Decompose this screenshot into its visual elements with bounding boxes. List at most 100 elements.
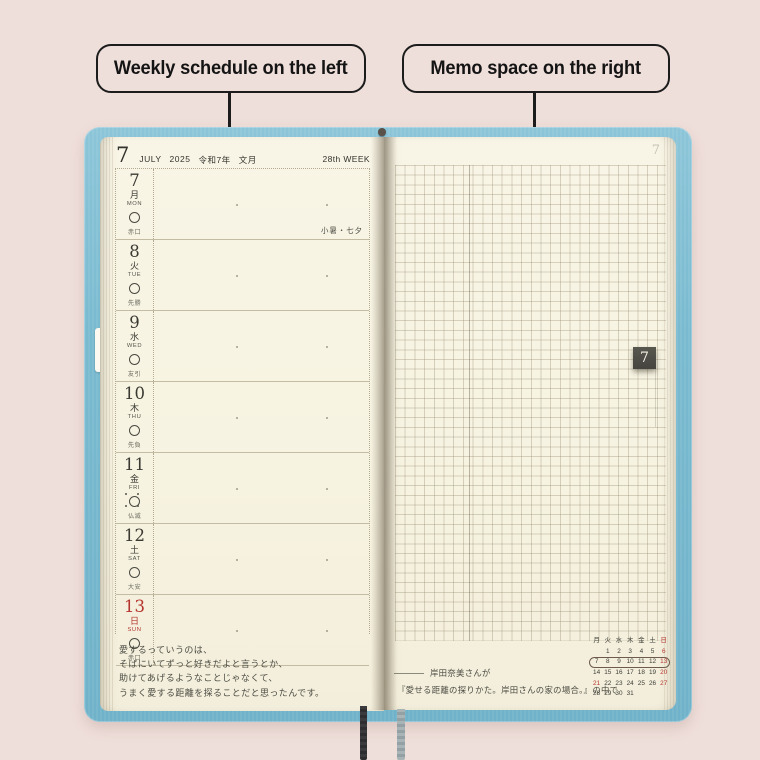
- day-writing-space: [154, 595, 369, 665]
- weekday-abbr: WED: [126, 343, 143, 349]
- calendar-date-cell: 27: [660, 679, 668, 687]
- date-cell: 11 金 FRI 仏滅: [116, 453, 154, 523]
- bookmark-anchor: [378, 128, 386, 136]
- weekday-kanji: 火: [129, 261, 139, 271]
- calendar-date-cell: 28: [593, 690, 601, 698]
- moon-phase-icon: [129, 283, 140, 294]
- calendar-date-cell: 8: [606, 658, 610, 666]
- day-writing-space: [154, 311, 369, 381]
- calendar-date-cell: 15: [604, 669, 612, 677]
- calendar-date-cell: 1: [606, 647, 610, 655]
- day-row: 9 水 WED 友引: [116, 311, 369, 382]
- calendar-date-cell: 20: [660, 669, 668, 677]
- date-cell: 9 水 WED 友引: [116, 311, 154, 381]
- calendar-date-cell: 21: [593, 679, 601, 687]
- rokuyo-label: 先負: [127, 442, 142, 449]
- day-writing-space: [154, 453, 369, 523]
- weekday-abbr: SAT: [128, 556, 141, 562]
- day-row: 8 火 TUE 先勝: [116, 240, 369, 311]
- calendar-weekday-header: 火: [604, 637, 611, 645]
- callout-memo-label: Memo space on the right: [430, 57, 642, 79]
- rokuyo-label: 友引: [127, 371, 142, 378]
- calendar-date-cell: 4: [639, 647, 644, 655]
- date-cell: 7 月 MON 赤口: [116, 169, 154, 239]
- left-page-weekly: 7 JULY 2025 令和7年 文月 28th WEEK 7 月 MON 赤口…: [100, 137, 384, 711]
- date-number: 8: [129, 242, 140, 261]
- weekday-kanji: 水: [129, 332, 139, 342]
- day-row: 7 月 MON 赤口 小暑・七夕: [116, 169, 369, 240]
- day-writing-space: [154, 382, 369, 452]
- date-number: 7: [129, 171, 140, 190]
- calendar-weekday-header: 金: [638, 637, 645, 645]
- calendar-date-cell: 13: [660, 658, 668, 666]
- calendar-date-cell: 19: [648, 669, 657, 677]
- calendar-week-row: 28 29 30 31: [591, 689, 671, 700]
- weekday-kanji: 金: [129, 474, 139, 484]
- date-number: 9: [129, 313, 140, 332]
- page-crease-line: [469, 165, 470, 641]
- moon-phase-icon: [129, 354, 140, 365]
- header-year: 2025: [169, 154, 191, 164]
- header-week-number: 28th WEEK: [322, 154, 370, 164]
- day-writing-space: [154, 524, 369, 594]
- calendar-date-cell: 25: [637, 679, 645, 687]
- calendar-date-cell: 30: [615, 690, 623, 698]
- calendar-date-cell: 5: [650, 647, 655, 655]
- day-row: 11 金 FRI 仏滅: [116, 453, 369, 524]
- calendar-date-cell: 26: [648, 679, 657, 687]
- weekday-abbr: FRI: [128, 485, 141, 491]
- weekday-abbr: MON: [126, 201, 143, 207]
- calendar-date-cell: 2: [617, 647, 621, 655]
- date-cell: 13 日 SUN 赤口: [116, 595, 154, 665]
- calendar-date-cell: 17: [626, 669, 634, 677]
- calendar-date-cell: 6: [661, 647, 666, 655]
- attribution-dash: [394, 672, 424, 674]
- ghost-tab-showthrough: 7: [651, 143, 660, 158]
- calendar-weekday-header: 月: [593, 637, 600, 645]
- calendar-date-cell: 22: [604, 679, 612, 687]
- weekday-abbr: THU: [127, 414, 142, 420]
- header-month-number: 7: [116, 143, 130, 167]
- header-jp-month: 文月: [238, 155, 257, 165]
- callout-weekly: Weekly schedule on the left: [96, 44, 366, 93]
- date-number: 13: [124, 597, 145, 616]
- header-month-name: JULY: [139, 154, 162, 164]
- week-table: 7 月 MON 赤口 小暑・七夕 8 火 TUE 先勝: [115, 168, 370, 666]
- date-cell: 8 火 TUE 先勝: [116, 240, 154, 310]
- moon-phase-icon: [125, 493, 140, 507]
- bookmark-ribbon-dark: [360, 706, 367, 760]
- attribution-source: 『愛せる距離の探りかた。岸田さんの家の場合。』の中で: [397, 685, 619, 695]
- day-row: 13 日 SUN 赤口: [116, 595, 369, 666]
- day-writing-space: [154, 240, 369, 310]
- memo-grid-area: [395, 165, 666, 641]
- day-row: 10 木 THU 先負: [116, 382, 369, 453]
- rokuyo-label: 仏滅: [127, 513, 142, 520]
- attribution-author: 岸田奈美さんが: [430, 668, 491, 678]
- calendar-date-cell: 9: [617, 658, 621, 666]
- callout-memo: Memo space on the right: [402, 44, 670, 93]
- attribution-line1: 岸田奈美さんが: [394, 667, 618, 679]
- rokuyo-label: 先勝: [127, 300, 142, 307]
- weekday-kanji: 日: [129, 616, 139, 626]
- day-writing-space: 小暑・七夕: [154, 169, 369, 239]
- weekday-kanji: 土: [129, 545, 139, 555]
- moon-phase-icon: [129, 425, 140, 436]
- calendar-date-cell: 14: [593, 669, 601, 677]
- header-meta: JULY 2025 令和7年 文月: [139, 154, 256, 166]
- quote-line: うまく愛する距離を探ることだと思ったんです。: [119, 687, 325, 698]
- rokuyo-label: 大安: [127, 584, 142, 591]
- callout-weekly-label: Weekly schedule on the left: [114, 57, 348, 79]
- date-number: 11: [124, 455, 145, 474]
- calendar-date-cell: 29: [604, 690, 612, 698]
- calendar-weekday-header: 水: [615, 637, 623, 645]
- calendar-date-cell: 23: [615, 679, 623, 687]
- moon-phase-icon: [129, 567, 140, 578]
- quote-line: 助けてあげるようなことじゃなくて、: [119, 673, 278, 684]
- quote-attribution: 岸田奈美さんが 『愛せる距離の探りかた。岸田さんの家の場合。』の中で: [394, 667, 618, 696]
- day-row: 12 土 SAT 大安: [116, 524, 369, 595]
- weekly-header: 7 JULY 2025 令和7年 文月 28th WEEK: [116, 144, 370, 168]
- calendar-date-cell: 10: [626, 658, 634, 666]
- rokuyo-label: 赤口: [127, 655, 142, 662]
- date-cell: 10 木 THU 先負: [116, 382, 154, 452]
